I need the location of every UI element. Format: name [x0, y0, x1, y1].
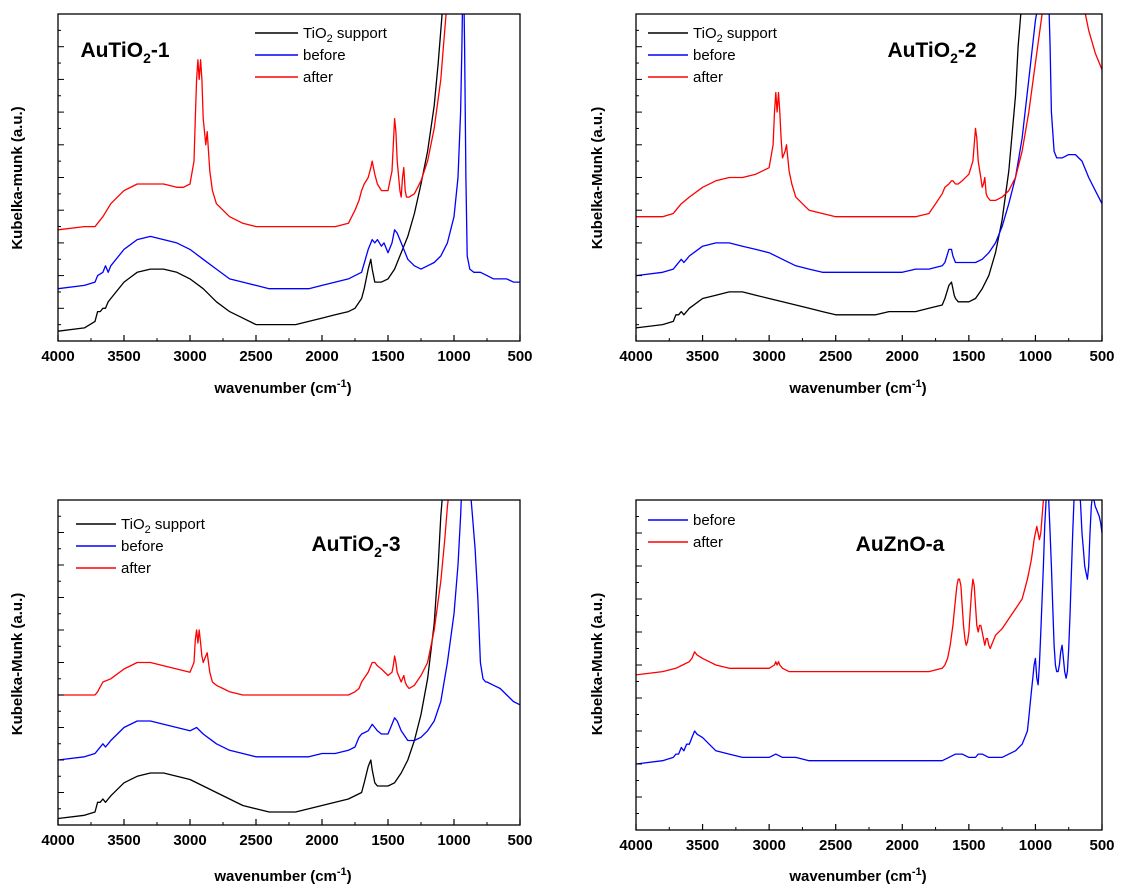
series-line-tio2-support	[58, 500, 443, 820]
x-tick-label: 1000	[437, 348, 470, 365]
series-line-before	[636, 14, 1102, 277]
legend-label: after	[693, 69, 723, 86]
series-line-tio2-support	[636, 14, 1022, 329]
x-tick-label: 1000	[1019, 348, 1052, 365]
chart-panel-3: 4000 3500 3000 2500 2000 1500 1000 500 wavenumbe…	[9, 499, 533, 885]
series-line-before	[58, 14, 520, 290]
x-tick-label: 3500	[686, 837, 719, 854]
panel-title: AuTiO2-2	[887, 39, 976, 66]
x-tick-label: 1000	[1019, 837, 1052, 854]
x-tick-label: 3000	[173, 832, 206, 849]
legend-label: TiO2 support	[303, 25, 388, 45]
x-tick-label: 2500	[239, 348, 272, 365]
chart-panel-4: 4000 3500 3000 2500 2000 1500 1000 500 wavenumbe…	[589, 499, 1115, 885]
series-line-tio2-support	[58, 14, 443, 332]
y-axis-label: Kubelka-Munk (a.u.)	[589, 107, 606, 250]
legend-label: after	[121, 560, 151, 577]
legend-label: TiO2 support	[693, 25, 778, 45]
panel-title: AuTiO2-1	[80, 39, 169, 66]
x-tick-label: 3500	[107, 348, 140, 365]
y-axis-label: Kubelka-Munk (a.u.)	[9, 593, 26, 736]
legend-label: before	[303, 47, 346, 64]
x-tick-label: 1000	[437, 832, 470, 849]
x-tick-label: 500	[1089, 837, 1114, 854]
series-line-after	[58, 14, 447, 231]
x-tick-label: 4000	[41, 832, 74, 849]
legend-label: before	[693, 512, 736, 529]
x-axis-label: wavenumber (cm-1)	[213, 378, 351, 397]
series-line-before	[58, 500, 520, 761]
legend-label: after	[693, 534, 723, 551]
x-tick-label: 1500	[952, 837, 985, 854]
panel-title: AuZnO-a	[856, 533, 945, 556]
plot-frame	[57, 13, 521, 342]
x-tick-label: 2500	[819, 837, 852, 854]
x-axis-label: wavenumber (cm-1)	[788, 378, 926, 397]
chart-panel-2: 4000 3500 3000 2500 2000 1500 1000 500 wavenumbe…	[589, 13, 1115, 397]
x-tick-label: 4000	[41, 348, 74, 365]
x-tick-label: 4000	[619, 348, 652, 365]
x-tick-label: 500	[507, 832, 532, 849]
x-tick-label: 2500	[239, 832, 272, 849]
x-tick-label: 2500	[819, 348, 852, 365]
legend-label: before	[121, 538, 164, 555]
legend-label: after	[303, 69, 333, 86]
series-line-after	[58, 500, 449, 696]
x-tick-label: 2000	[305, 832, 338, 849]
panel-title: AuTiO2-3	[311, 533, 400, 560]
x-tick-label: 3000	[752, 837, 785, 854]
x-tick-label: 3000	[752, 348, 785, 365]
legend-label: before	[693, 47, 736, 64]
x-tick-label: 3500	[107, 832, 140, 849]
y-axis-label: Kubelka-Munk (a.u.)	[589, 593, 606, 736]
series-line-before	[636, 500, 1102, 765]
x-tick-label: 1500	[952, 348, 985, 365]
x-tick-label: 1500	[371, 832, 404, 849]
x-tick-label: 500	[1089, 348, 1114, 365]
x-tick-label: 2000	[886, 348, 919, 365]
x-tick-label: 2000	[305, 348, 338, 365]
x-tick-label: 2000	[886, 837, 919, 854]
chart-panel-1: 4000 3500 3000 2500 2000 1500 1000 500 wavenumbe…	[9, 13, 533, 397]
series-line-after	[636, 14, 1102, 218]
y-axis-label: Kubelka-munk (a.u.)	[9, 106, 26, 249]
x-axis-label: wavenumber (cm-1)	[213, 866, 351, 885]
x-tick-label: 4000	[619, 837, 652, 854]
series-line-after	[636, 500, 1045, 676]
legend-label: TiO2 support	[121, 516, 206, 536]
x-tick-label: 1500	[371, 348, 404, 365]
x-tick-label: 500	[507, 348, 532, 365]
x-tick-label: 3500	[686, 348, 719, 365]
x-tick-label: 3000	[173, 348, 206, 365]
x-axis-label: wavenumber (cm-1)	[788, 866, 926, 885]
